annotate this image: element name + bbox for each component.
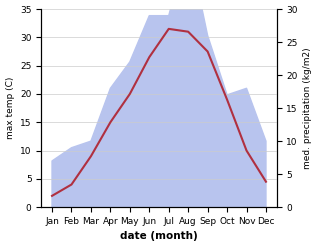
X-axis label: date (month): date (month) — [120, 231, 198, 242]
Y-axis label: max temp (C): max temp (C) — [5, 77, 15, 139]
Y-axis label: med. precipitation (kg/m2): med. precipitation (kg/m2) — [303, 47, 313, 169]
